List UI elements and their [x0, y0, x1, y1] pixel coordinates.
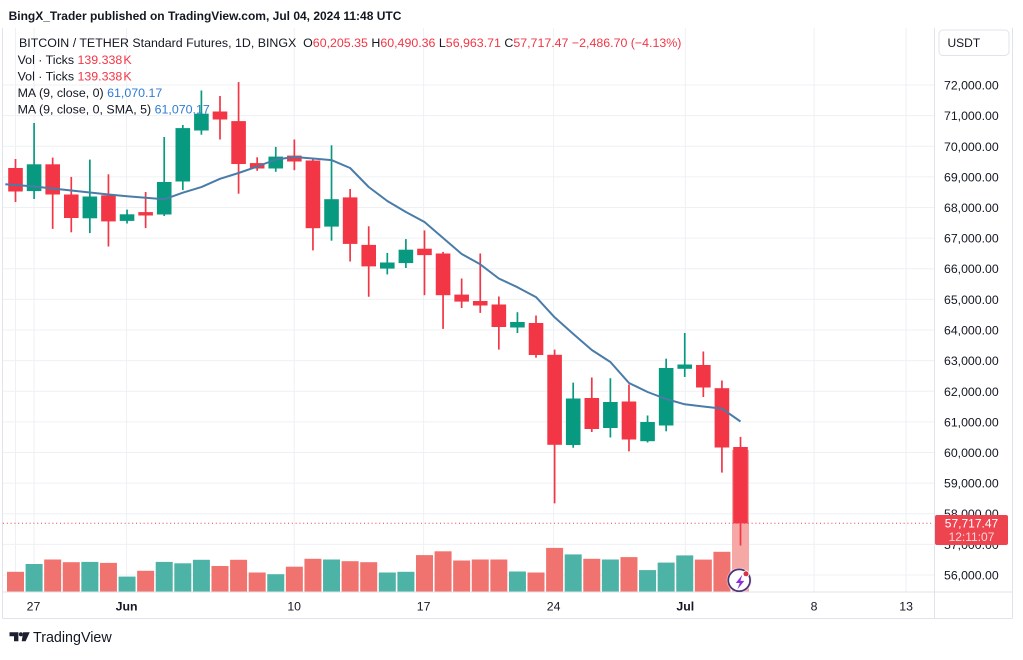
svg-text:64,000.00: 64,000.00 — [944, 324, 999, 338]
svg-text:8: 8 — [811, 600, 818, 614]
svg-text:71,000.00: 71,000.00 — [944, 109, 999, 123]
svg-text:Jun: Jun — [116, 600, 138, 614]
svg-text:57,717.47: 57,717.47 — [945, 517, 999, 531]
svg-text:67,000.00: 67,000.00 — [944, 232, 999, 246]
svg-text:Vol · Ticks 139.338 K: Vol · Ticks 139.338 K — [18, 53, 133, 67]
svg-text:59,000.00: 59,000.00 — [944, 477, 999, 491]
svg-text:MA (9, close, 0) 61,070.17: MA (9, close, 0) 61,070.17 — [18, 86, 163, 100]
svg-text:68,000.00: 68,000.00 — [944, 201, 999, 215]
svg-text:72,000.00: 72,000.00 — [944, 79, 999, 93]
svg-text:10: 10 — [287, 600, 301, 614]
svg-text:24: 24 — [547, 600, 561, 614]
svg-text:BITCOIN / TETHER Standard Futu: BITCOIN / TETHER Standard Futures, 1D, B… — [19, 36, 681, 50]
svg-text:MA (9, close, 0, SMA, 5) 61,07: MA (9, close, 0, SMA, 5) 61,070.17 — [18, 103, 210, 117]
svg-text:Vol · Ticks 139.338 K: Vol · Ticks 139.338 K — [18, 70, 133, 84]
svg-text:65,000.00: 65,000.00 — [944, 293, 999, 307]
svg-text:60,000.00: 60,000.00 — [944, 446, 999, 460]
svg-text:BingX_Trader published on Trad: BingX_Trader published on TradingView.co… — [9, 9, 402, 23]
svg-text:70,000.00: 70,000.00 — [944, 140, 999, 154]
svg-text:USDT: USDT — [948, 36, 981, 50]
svg-text:Jul: Jul — [676, 600, 694, 614]
svg-text:12:11:07: 12:11:07 — [949, 530, 995, 544]
svg-text:63,000.00: 63,000.00 — [944, 354, 999, 368]
svg-text:TradingView: TradingView — [33, 630, 112, 646]
svg-text:66,000.00: 66,000.00 — [944, 262, 999, 276]
svg-text:61,000.00: 61,000.00 — [944, 415, 999, 429]
svg-text:13: 13 — [899, 600, 913, 614]
svg-text:62,000.00: 62,000.00 — [944, 385, 999, 399]
svg-text:17: 17 — [417, 600, 431, 614]
svg-text:56,000.00: 56,000.00 — [944, 569, 999, 583]
svg-text:69,000.00: 69,000.00 — [944, 170, 999, 184]
svg-text:27: 27 — [27, 600, 41, 614]
